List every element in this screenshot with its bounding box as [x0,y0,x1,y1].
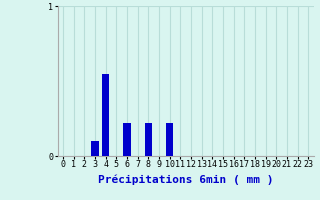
Bar [102,73,109,156]
Bar [123,123,131,156]
Bar [166,123,173,156]
Bar [91,141,99,156]
Bar [145,123,152,156]
X-axis label: Précipitations 6min ( mm ): Précipitations 6min ( mm ) [98,175,273,185]
